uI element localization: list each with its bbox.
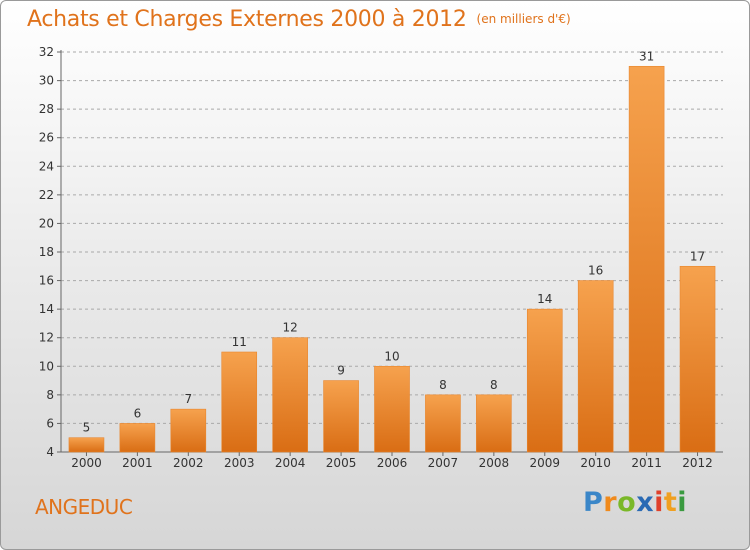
logo-letter: r — [603, 487, 618, 518]
value-label: 7 — [184, 392, 192, 406]
value-label: 9 — [337, 364, 345, 378]
chart-subtitle: (en milliers d'€) — [476, 12, 571, 26]
bar — [170, 408, 207, 453]
value-label: 11 — [232, 335, 247, 349]
bar — [577, 280, 614, 453]
x-tick-label: 2010 — [580, 456, 611, 470]
bar — [374, 365, 410, 453]
value-label: 8 — [490, 378, 498, 392]
labels: 5 2000 6 2001 7 2002 11 2003 12 2004 9 2005 10 2006 8 2… — [71, 49, 713, 470]
logo-letter: o — [617, 487, 637, 518]
y-tick-label: 6 — [46, 416, 54, 430]
x-tick-label: 2012 — [682, 456, 713, 470]
title-text: Achats et Charges Externes 2000 à 2012 — [27, 7, 467, 32]
logo-letter: t — [663, 487, 678, 518]
value-label: 16 — [588, 264, 603, 278]
x-tick-label: 2003 — [224, 456, 255, 470]
bar — [119, 423, 156, 453]
y-tick-label: 30 — [39, 74, 54, 88]
value-label: 10 — [384, 349, 399, 363]
bar — [628, 65, 665, 453]
x-tick-label: 2000 — [71, 456, 102, 470]
bar — [425, 394, 461, 453]
y-tick-label: 18 — [39, 245, 54, 259]
value-label: 6 — [134, 406, 142, 420]
x-tick-label: 2001 — [122, 456, 153, 470]
chart-title: Achats et Charges Externes 2000 à 2012 (e… — [27, 7, 571, 32]
y-tick-label: 24 — [39, 159, 54, 173]
logo-letter: i — [677, 487, 688, 518]
bar — [68, 437, 105, 453]
x-tick-label: 2008 — [479, 456, 510, 470]
logo-letter: x — [636, 487, 655, 518]
value-label: 8 — [439, 378, 447, 392]
logo-letter: i — [654, 487, 664, 518]
y-tick-label: 28 — [39, 102, 54, 116]
bars — [68, 65, 716, 453]
y-tick-label: 32 — [39, 45, 54, 59]
y-tick-label: 16 — [39, 274, 54, 288]
bar — [221, 351, 258, 453]
y-tick-label: 10 — [39, 359, 54, 373]
y-tick-label: 22 — [39, 188, 54, 202]
value-label: 14 — [537, 292, 552, 306]
x-tick-label: 2007 — [428, 456, 459, 470]
y-tick-label: 8 — [46, 388, 54, 402]
value-label: 5 — [83, 421, 91, 435]
place-name: ANGEDUC — [35, 495, 133, 519]
bar — [476, 394, 512, 453]
x-tick-label: 2009 — [529, 456, 560, 470]
proxiti-logo: Proxiti — [583, 487, 687, 518]
value-label: 12 — [283, 321, 298, 335]
value-label: 31 — [639, 49, 654, 63]
bar — [679, 265, 716, 453]
x-tick-label: 2006 — [377, 456, 408, 470]
x-tick-label: 2005 — [326, 456, 357, 470]
logo-letter: P — [583, 487, 604, 518]
x-tick-label: 2011 — [631, 456, 662, 470]
y-tick-label: 14 — [39, 302, 54, 316]
y-tick-label: 20 — [39, 216, 54, 230]
x-tick-label: 2002 — [173, 456, 204, 470]
y-tick-label: 4 — [46, 445, 54, 459]
x-tick-label: 2004 — [275, 456, 306, 470]
y-tick-label: 12 — [39, 331, 54, 345]
value-label: 17 — [690, 249, 705, 263]
bar — [323, 380, 359, 453]
bar — [526, 308, 563, 453]
y-tick-label: 26 — [39, 131, 54, 145]
bar — [272, 337, 308, 453]
